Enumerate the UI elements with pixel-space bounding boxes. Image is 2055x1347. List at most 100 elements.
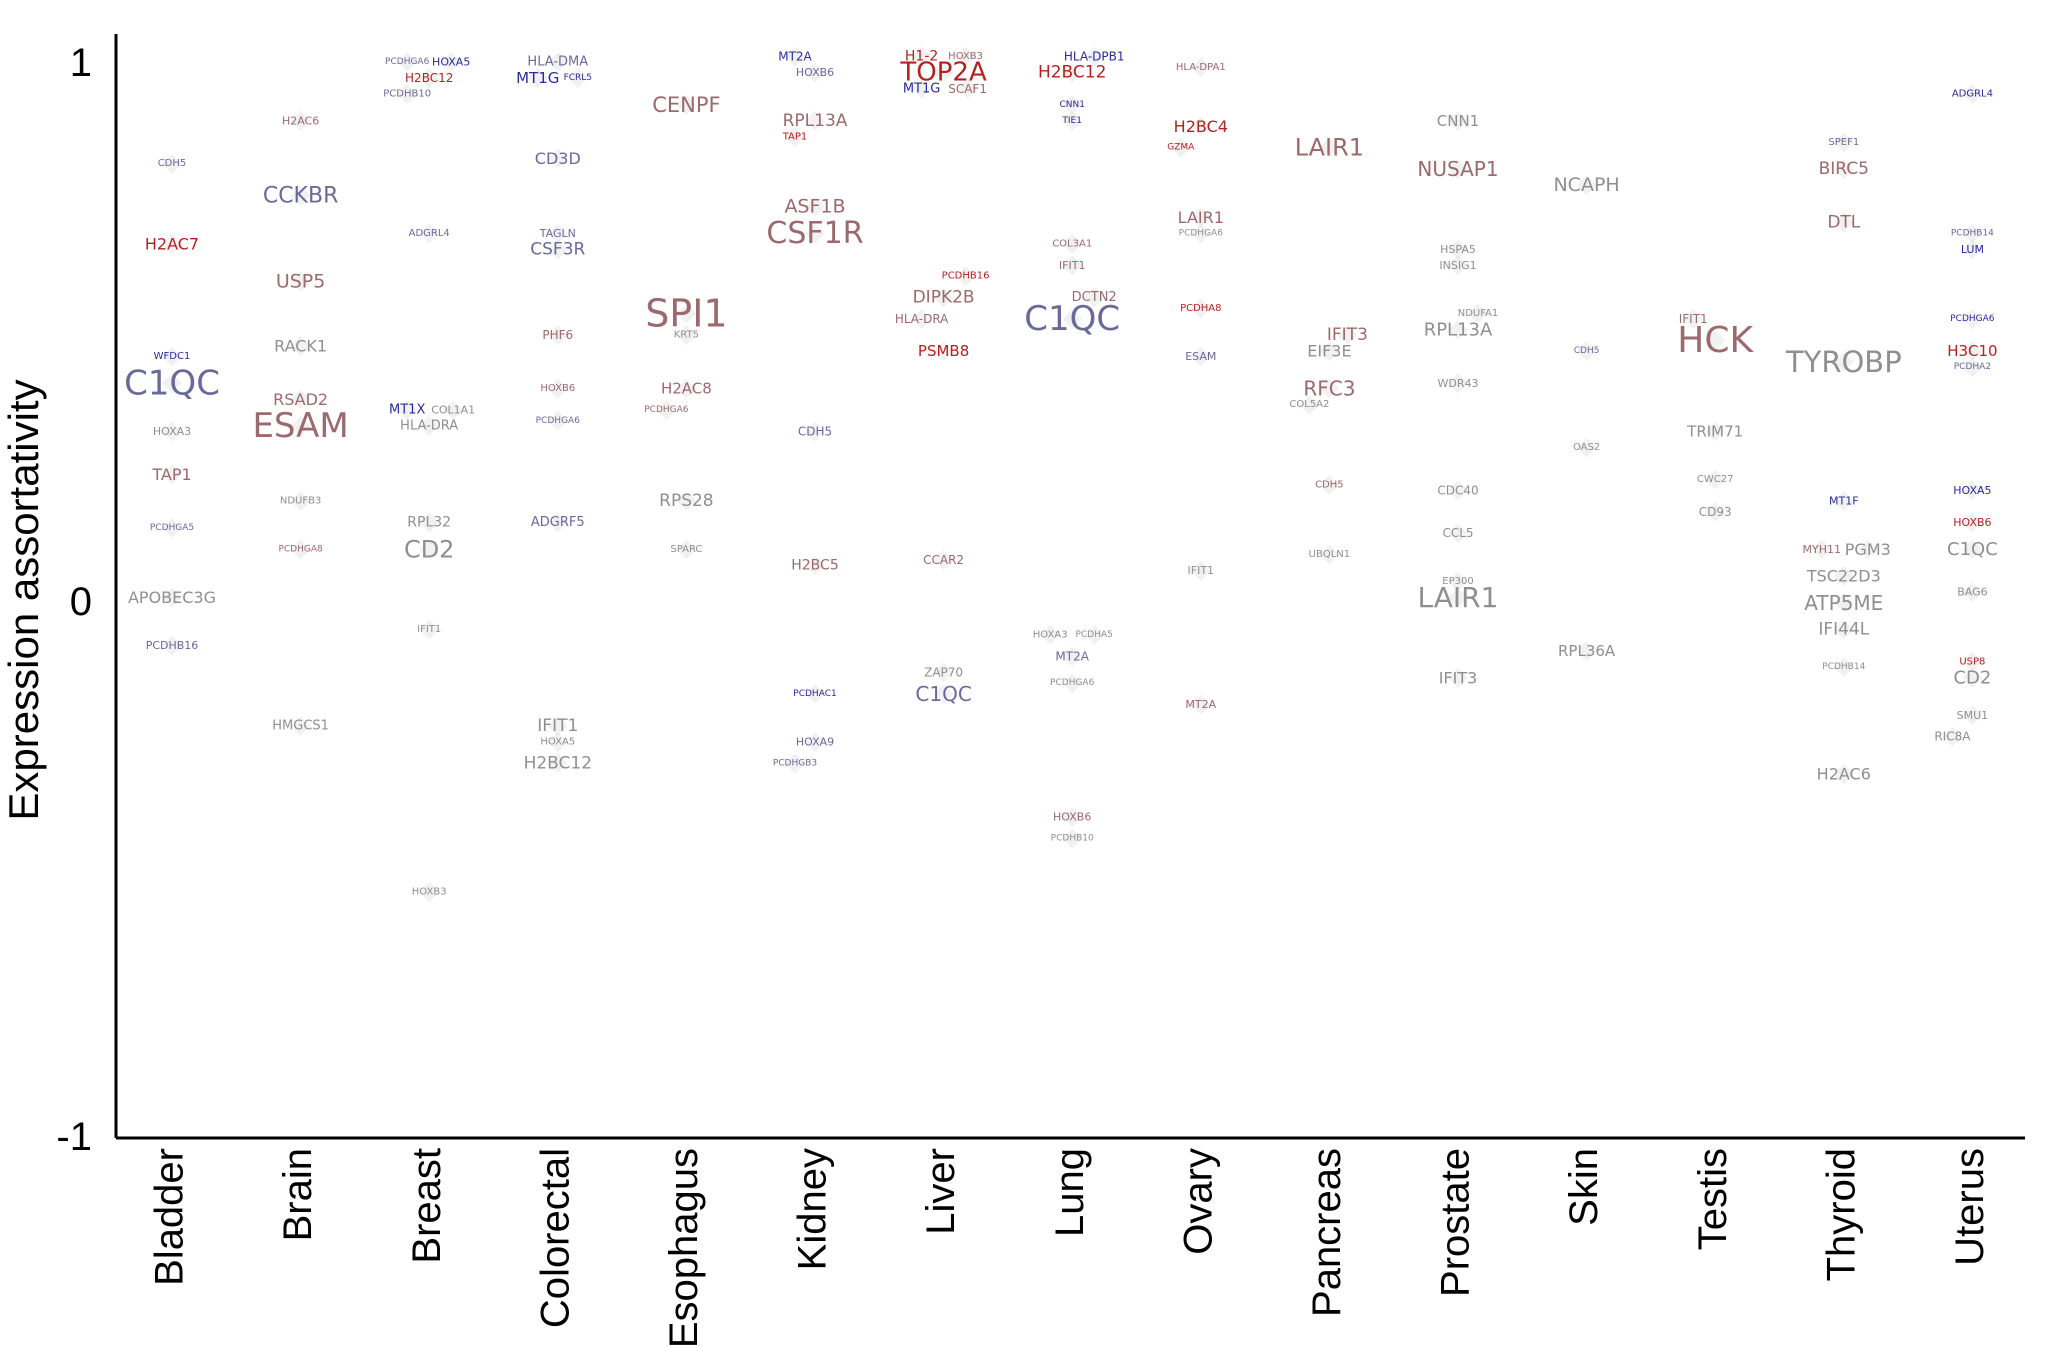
gene-label: HMGCS1 <box>272 719 329 734</box>
gene-marker <box>1319 137 1340 158</box>
x-tick-label-liver: Liver <box>919 1148 963 1235</box>
gene-label: PCDHGA6 <box>385 57 430 67</box>
gene-label: HOXB6 <box>796 66 834 79</box>
gene-marker <box>1962 357 1983 378</box>
gene-label: HOXA5 <box>432 56 470 69</box>
gene-marker <box>162 373 182 394</box>
gene-marker <box>1190 223 1211 244</box>
gene-marker <box>676 491 697 512</box>
y-axis-label: Expression assortativity <box>0 379 47 820</box>
gene-label: HLA-DRA <box>400 419 458 434</box>
gene-marker <box>805 555 825 576</box>
gene-label: DCTN2 <box>1072 290 1117 305</box>
gene-marker <box>1062 807 1083 827</box>
gene-label: NDUFB3 <box>280 496 321 507</box>
gene-marker <box>1833 619 1854 640</box>
gene-marker <box>547 378 568 399</box>
gene-marker <box>419 223 440 244</box>
gene-label: IFIT1 <box>1188 564 1215 577</box>
gene-marker <box>162 234 182 254</box>
gene-label: H3C10 <box>1947 342 1997 360</box>
gene-label: KRT5 <box>674 330 699 341</box>
gene-label: PCDHB16 <box>942 271 990 282</box>
gene-marker <box>1062 62 1083 83</box>
gene-label: COL1A1 <box>431 404 475 417</box>
gene-marker <box>1962 341 1983 362</box>
gene-label: RPL32 <box>407 515 451 531</box>
gene-marker <box>1833 566 1854 586</box>
gene-marker <box>290 716 311 736</box>
gene-label: MT2A <box>778 50 812 64</box>
gene-label: PCDHB10 <box>383 89 431 100</box>
gene-label: LUM <box>1961 243 1984 256</box>
gene-marker <box>805 421 825 442</box>
x-tick-label-ovary: Ovary <box>1176 1148 1220 1255</box>
gene-marker <box>933 287 954 308</box>
gene-label: FCRL5 <box>564 73 592 83</box>
gene-label: HSPA5 <box>1440 243 1476 256</box>
gene-label: INSIG1 <box>1439 259 1476 272</box>
gene-marker <box>1448 159 1468 179</box>
gene-marker <box>547 410 568 431</box>
gene-label: USP5 <box>276 271 326 293</box>
gene-marker <box>547 512 568 533</box>
gene-label: C1QC <box>124 363 220 403</box>
gene-marker <box>1962 651 1983 672</box>
gene-marker <box>419 539 440 560</box>
gene-label: SPI1 <box>645 292 727 336</box>
gene-marker <box>1448 587 1468 608</box>
gene-marker <box>1576 437 1597 458</box>
gene-marker <box>290 111 311 131</box>
gene-marker <box>419 512 440 533</box>
gene-label: ASF1B <box>784 196 845 218</box>
gene-label: SPEF1 <box>1828 137 1859 148</box>
gene-label: PGM3 <box>1845 540 1891 559</box>
gene-label: LAIR1 <box>1178 208 1224 227</box>
gene-marker <box>1084 625 1105 645</box>
gene-label: CDH5 <box>1574 346 1600 356</box>
gene-marker <box>290 185 311 206</box>
gene-marker <box>785 753 805 774</box>
gene-marker <box>1319 378 1340 399</box>
gene-label: USP8 <box>1959 656 1985 667</box>
gene-label: CSF1R <box>766 216 863 251</box>
gene-marker <box>1833 351 1854 372</box>
gene-marker <box>1705 330 1726 351</box>
x-tick-label-colorectal: Colorectal <box>533 1148 577 1328</box>
gene-marker <box>1833 491 1854 512</box>
gene-marker <box>1448 239 1468 260</box>
gene-label: TAP1 <box>151 465 191 484</box>
gene-label: CDH5 <box>158 158 187 169</box>
gene-label: CD2 <box>1953 667 1991 688</box>
gene-label: CDH5 <box>1315 480 1344 491</box>
gene-label: H1-2 <box>905 49 938 65</box>
gene-marker <box>1576 341 1597 362</box>
gene-label: HOXA5 <box>1953 484 1991 497</box>
gene-label: HLA-DRA <box>895 312 949 326</box>
gene-marker <box>397 400 418 420</box>
gene-marker <box>911 309 932 329</box>
gene-marker <box>1062 673 1083 694</box>
y-tick-labels: 1 0 -1 <box>56 41 92 1159</box>
gene-marker <box>1962 480 1983 501</box>
gene-label: H2AC7 <box>145 235 199 254</box>
gene-label: HLA-DPA1 <box>1176 62 1226 73</box>
gene-label: PCDHGA6 <box>1950 314 1995 324</box>
gene-label: PCDHGA8 <box>278 544 323 554</box>
gene-label: H2BC12 <box>524 754 592 774</box>
gene-label: HCK <box>1677 320 1754 361</box>
gene-label: TRIM71 <box>1686 422 1743 440</box>
gene-marker <box>1190 57 1211 78</box>
gene-label: NUSAP1 <box>1417 157 1498 181</box>
gene-marker <box>547 732 568 752</box>
gene-label: C1QC <box>1024 299 1120 339</box>
gene-marker <box>1962 84 1983 105</box>
x-tick-label-uterus: Uterus <box>1948 1148 1992 1266</box>
x-tick-label-pancreas: Pancreas <box>1305 1148 1349 1317</box>
gene-marker <box>441 52 462 72</box>
x-tick-label-breast: Breast <box>405 1148 449 1264</box>
gene-marker <box>1299 394 1320 415</box>
x-tick-label-lung: Lung <box>1048 1148 1092 1237</box>
gene-label: HLA-DPB1 <box>1064 50 1125 64</box>
gene-marker <box>1962 239 1983 260</box>
